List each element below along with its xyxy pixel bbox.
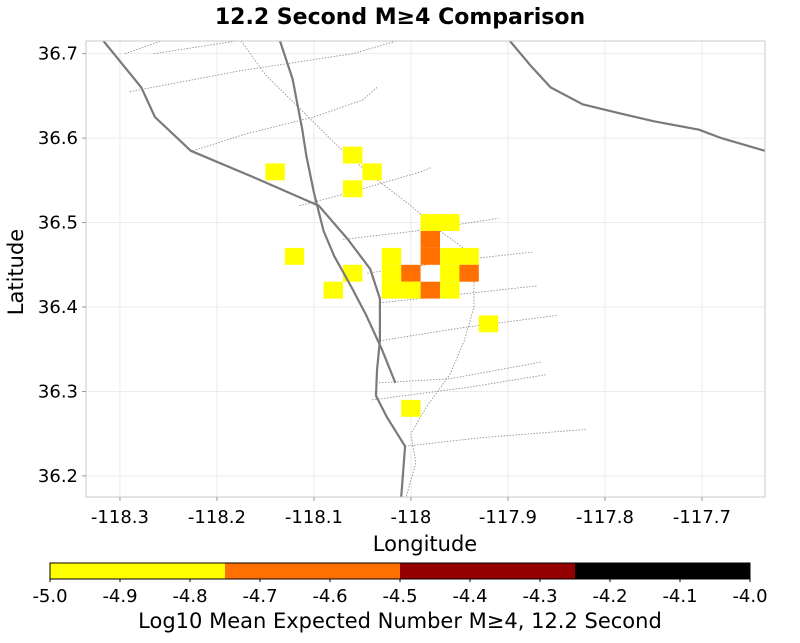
- heatmap-cell: [401, 264, 421, 282]
- x-tick-label: -118.1: [285, 507, 343, 528]
- chart-title: 12.2 Second M≥4 Comparison: [215, 5, 585, 30]
- colorbar-tick-label: -4.1: [662, 586, 697, 607]
- heatmap-cell: [401, 281, 421, 299]
- colorbar-tick-label: -4.7: [242, 586, 277, 607]
- heatmap-cell: [343, 180, 363, 198]
- heatmap-cell: [362, 163, 382, 181]
- region-boundary: [299, 167, 431, 207]
- colorbar-tick-label: -4.3: [522, 586, 557, 607]
- x-tick-label: -117.7: [673, 507, 731, 528]
- region-boundary: [343, 217, 499, 240]
- plot-area: [85, 40, 766, 498]
- heatmap-cell: [440, 214, 460, 231]
- region-boundary: [375, 361, 542, 384]
- x-tick-label: -118: [391, 507, 432, 528]
- region-boundary: [405, 429, 586, 447]
- region-boundary: [379, 315, 557, 342]
- x-axis-ticks: -118.3 -118.2 -118.1 -118 -117.9 -117.8 -117.7: [91, 497, 731, 528]
- region-boundary: [129, 40, 397, 93]
- colorbar-tick-label: -5.0: [32, 586, 67, 607]
- region-boundary: [124, 40, 161, 55]
- colorbar-label: Log10 Mean Expected Number M≥4, 12.2 Sec…: [138, 609, 662, 633]
- heatmap-cell: [420, 231, 440, 248]
- colorbar-tick-label: -4.2: [592, 586, 627, 607]
- colorbar: [49, 562, 751, 580]
- heatmap-cell: [420, 247, 440, 265]
- y-tick-label: 36.7: [38, 44, 78, 65]
- fault-line: [278, 40, 397, 384]
- heatmap-cell: [284, 247, 305, 265]
- y-tick-label: 36.6: [38, 128, 78, 149]
- region-boundary: [192, 87, 378, 152]
- colorbar-tick-label: -4.5: [382, 586, 417, 607]
- x-axis-label: Longitude: [373, 532, 477, 556]
- fault-line: [102, 40, 407, 498]
- colorbar-bin: [225, 563, 400, 579]
- colorbar-tick-label: -4.8: [172, 586, 207, 607]
- x-tick-label: -117.8: [576, 507, 634, 528]
- y-tick-label: 36.4: [38, 297, 78, 318]
- colorbar-bin: [50, 563, 225, 579]
- heatmap-cell: [420, 214, 440, 231]
- heatmap-cell: [381, 264, 402, 282]
- heatmap-cell: [381, 281, 402, 299]
- heatmap-cells: [265, 146, 499, 417]
- heatmap-cell: [381, 247, 402, 265]
- heatmap-cell: [459, 264, 479, 282]
- heatmap-cell: [478, 315, 499, 333]
- heatmap-cell: [459, 247, 479, 265]
- colorbar-bin: [575, 563, 750, 579]
- heatmap-cell: [323, 281, 343, 299]
- heatmap-cell: [343, 146, 363, 164]
- grid-lines: [86, 41, 765, 497]
- heatmap-cell: [420, 281, 440, 299]
- colorbar-tick-label: -4.9: [102, 586, 137, 607]
- y-axis-ticks: 36.7 36.6 36.5 36.4 36.3 36.2: [38, 44, 86, 487]
- x-tick-label: -117.9: [479, 507, 537, 528]
- y-axis-label: Latitude: [4, 229, 28, 315]
- colorbar-bin: [400, 563, 575, 579]
- region-boundary: [372, 374, 547, 401]
- x-tick-label: -118.3: [91, 507, 149, 528]
- colorbar-tick-label: -4.0: [732, 586, 767, 607]
- colorbar-tick-label: -4.6: [312, 586, 347, 607]
- heatmap-cell: [440, 247, 460, 265]
- y-tick-label: 36.3: [38, 381, 78, 402]
- heatmap-cell: [440, 281, 460, 299]
- fault-lines: [102, 40, 766, 498]
- colorbar-ticks: -5.0 -4.9 -4.8 -4.7 -4.6 -4.5 -4.4 -4.3 -4.2 -4.1…: [32, 579, 768, 607]
- colorbar-tick-label: -4.4: [452, 586, 487, 607]
- y-tick-label: 36.5: [38, 213, 78, 234]
- heatmap-cell: [401, 399, 421, 417]
- fault-line: [509, 40, 766, 152]
- region-boundary: [153, 40, 237, 55]
- x-tick-label: -118.2: [188, 507, 246, 528]
- heatmap-cell: [440, 264, 460, 282]
- heatmap-cell: [265, 163, 285, 181]
- heatmap-cell: [343, 264, 363, 282]
- y-tick-label: 36.2: [38, 466, 78, 487]
